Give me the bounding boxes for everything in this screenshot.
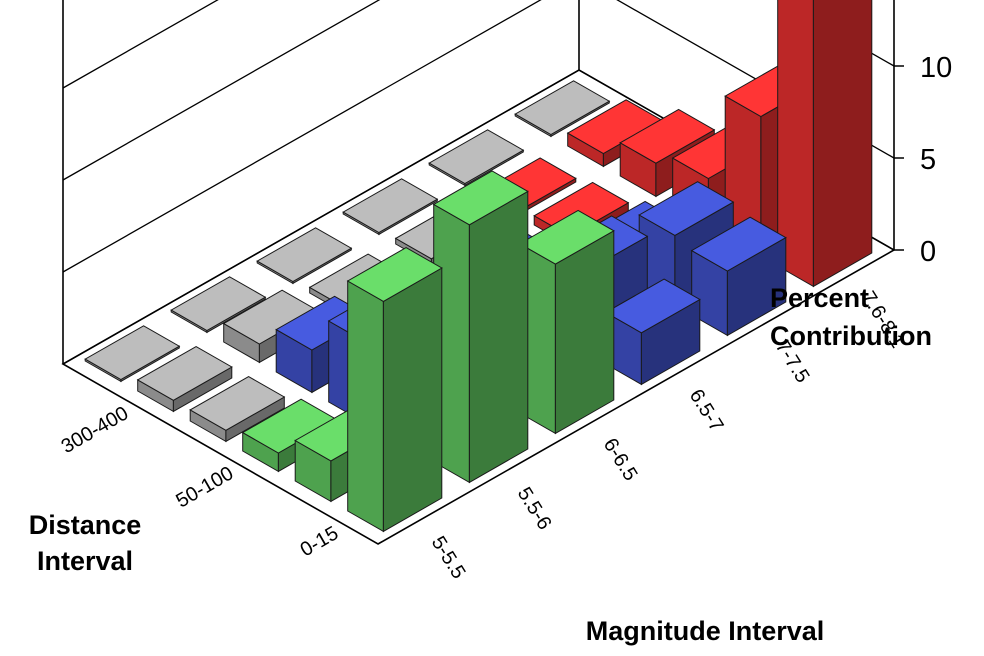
x-tick-label: 6.5-7 (685, 385, 728, 435)
bar-front-face (813, 0, 871, 286)
bar (348, 248, 442, 532)
bar-front-face (469, 191, 527, 482)
z-tick-label: 5 (920, 144, 936, 176)
y-tick-label: 300-400 (58, 402, 133, 458)
x-tick-label: 5-5.5 (427, 532, 470, 582)
bar-group (85, 0, 872, 531)
z-tick-label: 10 (920, 52, 952, 84)
bar (520, 210, 614, 433)
z-axis-title-line2: Contribution (770, 321, 932, 351)
z-axis-title-line1: Percent (770, 283, 869, 313)
bar-front-face (383, 268, 441, 531)
bar (778, 0, 872, 286)
z-tick-label: 0 (920, 236, 936, 268)
x-tick-label: 5.5-6 (513, 483, 556, 533)
y-tick-label: 50-100 (172, 462, 237, 512)
y-tick-label: 0-15 (297, 522, 343, 561)
y-axis-title-line1: Distance (29, 510, 142, 540)
bar-left-face (348, 281, 384, 531)
x-axis-title: Magnitude Interval (586, 616, 825, 646)
y-axis-title-line2: Interval (37, 546, 133, 576)
bar-front-face (555, 231, 613, 434)
x-tick-label: 6-6.5 (599, 434, 642, 484)
bar (434, 171, 528, 482)
